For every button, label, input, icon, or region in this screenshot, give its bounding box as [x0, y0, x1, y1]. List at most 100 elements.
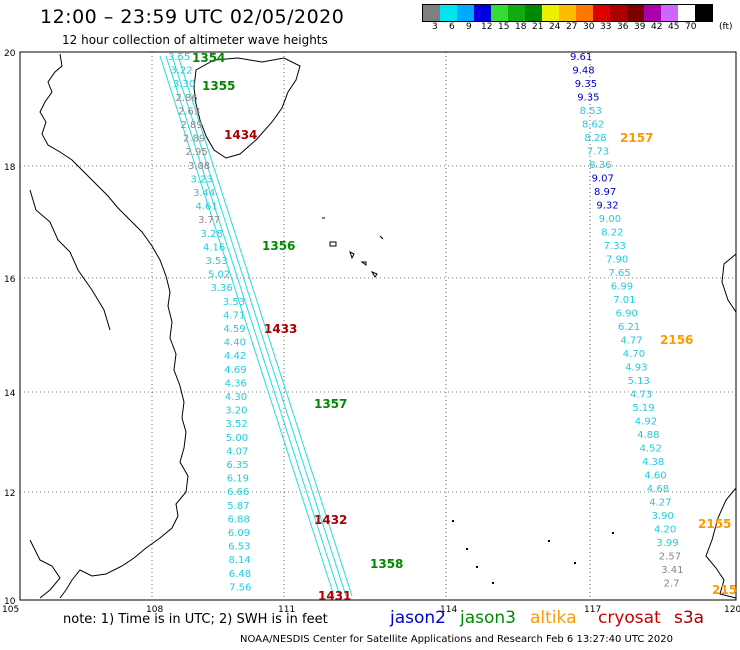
lon-tick-label: 114: [440, 605, 457, 615]
colorbar-tick-label: 33: [600, 22, 612, 32]
swh-value-label: 6.88: [228, 514, 250, 525]
swh-value-label: 2.89: [181, 120, 203, 131]
swh-value-label: 6.09: [228, 528, 250, 539]
colorbar-swatch: [661, 5, 678, 21]
jason3-track-line: [165, 55, 341, 597]
swh-value-label: 9.00: [599, 214, 621, 225]
jason3-track-line: [171, 55, 347, 597]
colorbar-swatch: [440, 5, 457, 21]
swh-value-label: 8.36: [589, 160, 611, 171]
swh-value-label: 8.53: [580, 106, 602, 117]
colorbar-swatch: [627, 5, 644, 21]
swh-value-label: 4.70: [623, 349, 645, 360]
pass-number-label: 1433: [264, 322, 297, 336]
philippines-coastline: [705, 253, 737, 599]
lon-tick-label: 105: [2, 605, 19, 615]
swh-value-label: 4.93: [625, 363, 647, 374]
swh-value-label: 4.20: [654, 525, 676, 536]
pass-number-label: 2156: [660, 333, 693, 347]
swh-value-label: 4.07: [226, 446, 248, 457]
colorbar-tick-label: 6: [449, 22, 455, 32]
pass-number-labels: 1354135514341356143313571432135814312157…: [192, 51, 737, 603]
colorbar-swatch: [644, 5, 661, 21]
mekong-delta: [29, 539, 61, 599]
lat-tick-label: 20: [4, 49, 16, 59]
satellite-legend-s3a: s3a: [674, 608, 705, 628]
swh-value-label: 4.61: [196, 202, 218, 213]
swh-value-label: 7.65: [608, 268, 630, 279]
satellite-legend-altika: altika: [530, 608, 577, 628]
map-subtitle: 12 hour collection of altimeter wave hei…: [62, 33, 328, 47]
colorbar-tick-label: 3: [432, 22, 438, 32]
swh-value-label: 4.38: [642, 457, 664, 468]
lat-tick-label: 12: [4, 489, 15, 499]
swh-value-label: 4.52: [640, 444, 662, 455]
swh-value-label: 4.88: [637, 430, 659, 441]
swh-value-label: 3.77: [198, 215, 220, 226]
swh-value-label: 4.42: [224, 351, 246, 362]
vietnam-coastline: [39, 53, 189, 599]
swh-value-label: 5.02: [208, 270, 230, 281]
colorbar-swatch: [576, 5, 593, 21]
colorbar-swatch: [593, 5, 610, 21]
colorbar-tick-label: 12: [481, 22, 493, 32]
colorbar-tick-label: 24: [549, 22, 561, 32]
swh-value-label: 2.86: [176, 93, 198, 104]
swh-value-label: 5.19: [632, 403, 654, 414]
swh-value-label: 3.20: [225, 406, 247, 417]
colorbar-tick-label: 36: [617, 22, 629, 32]
pass-number-label: 1357: [314, 397, 347, 411]
swh-value-label: 4.73: [630, 390, 652, 401]
swh-value-label: 3.22: [171, 66, 193, 77]
swh-value-label: 6.90: [616, 309, 638, 320]
swh-value-label: 9.61: [570, 52, 592, 63]
pass-number-label: 1354: [192, 51, 225, 65]
swh-value-label: 9.48: [572, 66, 594, 77]
swh-value-label: 4.27: [649, 498, 671, 509]
swh-value-label: 9.35: [575, 79, 597, 90]
swh-value-label: 9.35: [577, 93, 599, 104]
colorbar-tick-label: 18: [515, 22, 527, 32]
colorbar-tick-label: 42: [651, 22, 663, 32]
swh-value-label: 3.53: [206, 256, 228, 267]
swh-value-label: 4.71: [223, 310, 245, 321]
swh-value-label: 2.7: [664, 579, 680, 590]
swh-value-label: 3.52: [226, 419, 248, 430]
credit-line: NOAA/NESDIS Center for Satellite Applica…: [240, 634, 673, 645]
swh-value-label: 3.28: [201, 229, 223, 240]
swh-value-label: 5.13: [628, 376, 650, 387]
swh-value-label: 6.53: [228, 542, 250, 553]
swh-value-label: 7.01: [613, 295, 635, 306]
swh-value-label: 8.28: [584, 133, 606, 144]
colorbar-tick-label: 30: [583, 22, 595, 32]
colorbar-tick-label: 15: [498, 22, 510, 32]
swh-value-label: 6.19: [227, 474, 249, 485]
colorbar-tick-label: 39: [634, 22, 646, 32]
lat-tick-label: 10: [4, 597, 16, 607]
pass-number-label: 1356: [262, 239, 295, 253]
swh-value-label: 8.22: [601, 228, 623, 239]
swh-value-label: 3.23: [191, 174, 213, 185]
satellite-legend-jason3: jason3: [460, 608, 516, 628]
swh-value-label: 3.36: [211, 283, 233, 294]
colorbar-tick-label: 21: [532, 22, 544, 32]
altimeter-tracks: 3.55 3.22 3.30 2.86 2.63 2.89 2.89 2.95 3.08 3.23…: [159, 52, 683, 597]
swh-value-label: 4.36: [225, 378, 247, 389]
laos-border: [29, 189, 111, 331]
lon-tick-label: 108: [146, 605, 163, 615]
swh-value-label: 6.99: [611, 282, 633, 293]
pass-number-label: 1355: [202, 79, 235, 93]
swh-value-label: 6.48: [229, 569, 251, 580]
lat-tick-label: 16: [4, 275, 16, 285]
swh-value-label: 3.44: [193, 188, 215, 199]
colorbar-swatch: [457, 5, 474, 21]
map-frame: [19, 51, 737, 601]
swh-value-label: 8.97: [594, 187, 616, 198]
swh-value-label: 4.30: [225, 392, 247, 403]
swh-value-label: 7.73: [587, 147, 609, 158]
swh-value-label: 3.90: [652, 511, 674, 522]
pass-number-label: 215: [712, 583, 737, 597]
colorbar-swatch: [678, 5, 695, 21]
lon-tick-label: 111: [278, 605, 295, 615]
